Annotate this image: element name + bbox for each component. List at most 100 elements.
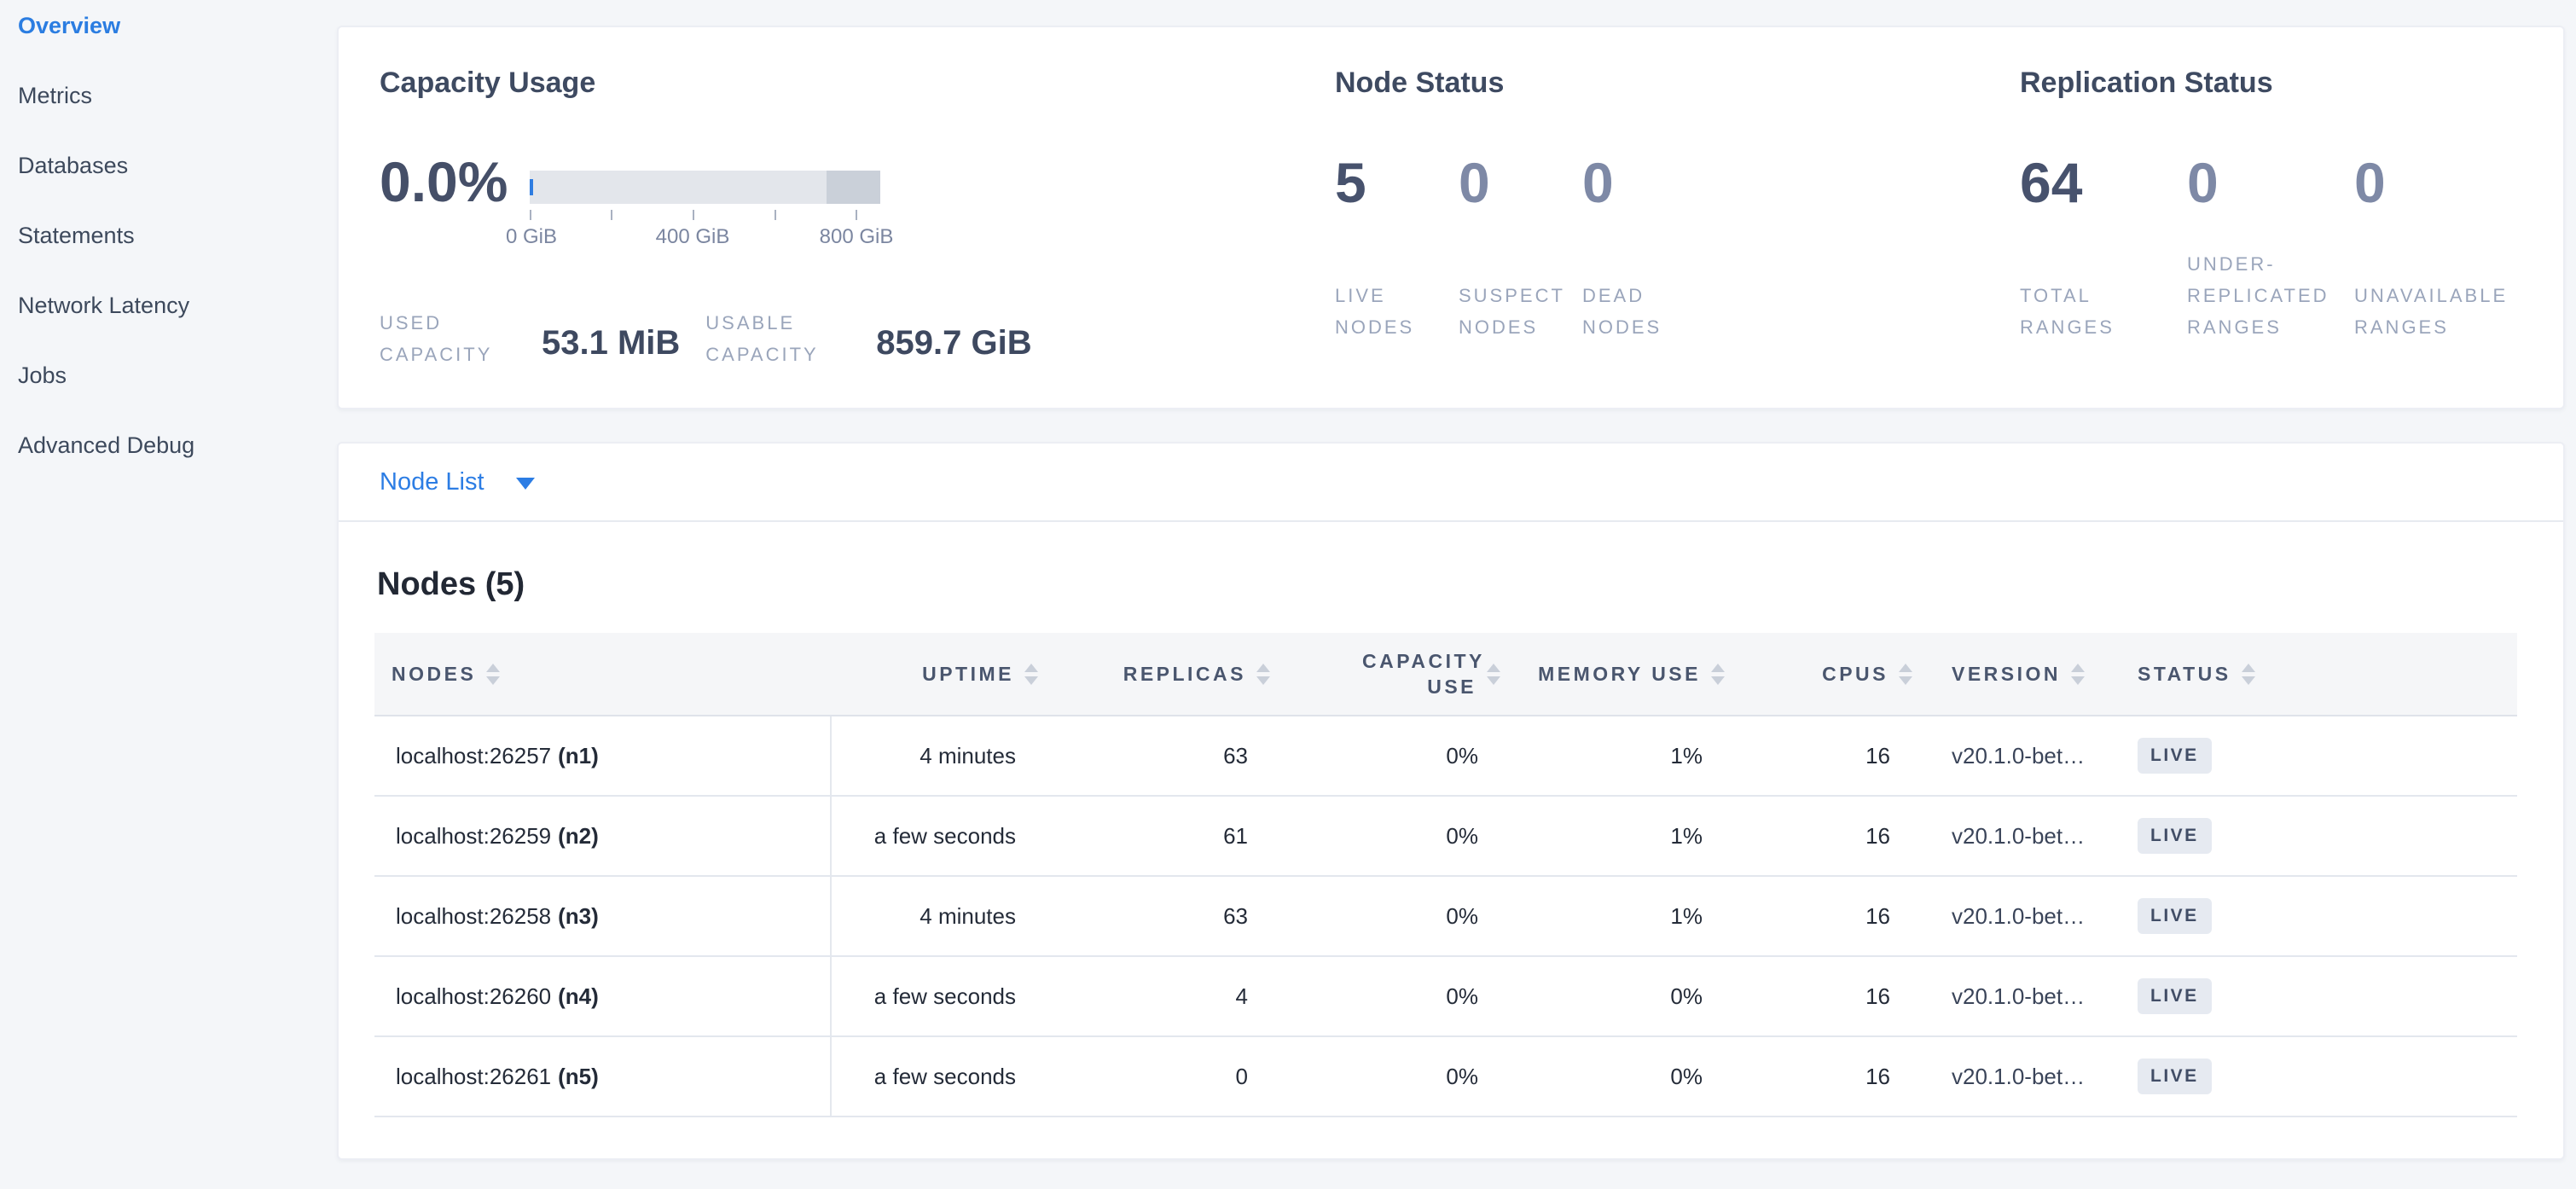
status-badge: LIVE <box>2138 1058 2212 1094</box>
sort-icon[interactable] <box>1899 663 1912 685</box>
capacity-used-percent: 0.0% <box>380 150 508 213</box>
version-value: v20.1.0-bet… <box>1952 983 2086 1009</box>
node-id: (n1) <box>558 742 599 768</box>
under-replicated-ranges-label: UNDER-REPLICATED RANGES <box>2187 253 2329 338</box>
sidebar-item-jobs[interactable]: Jobs <box>18 362 67 388</box>
sort-icon[interactable] <box>1024 663 1038 685</box>
cpus-value: 16 <box>1865 983 1890 1009</box>
column-header-label: REPLICAS <box>1123 663 1246 685</box>
suspect-nodes-stat: 0 SUSPECT NODES <box>1459 148 1582 343</box>
version-value: v20.1.0-bet… <box>1952 902 2086 929</box>
gauge-tick <box>856 210 857 220</box>
cpus-value: 16 <box>1865 1063 1890 1089</box>
uptime-value: a few seconds <box>873 983 1016 1009</box>
column-header-nodes[interactable]: NODES <box>374 633 832 715</box>
column-header-label: CAPACITY USE <box>1362 650 1485 698</box>
sidebar-item-statements[interactable]: Statements <box>18 222 135 248</box>
uptime-value: a few seconds <box>873 1063 1016 1089</box>
node-list-dropdown[interactable]: Node List <box>339 444 2563 522</box>
node-address-link[interactable]: localhost:26257 <box>396 742 552 768</box>
capacity-use-value: 0% <box>1446 742 1478 768</box>
gauge-tick-label: 800 GiB <box>819 225 894 248</box>
suspect-nodes-count: 0 <box>1459 151 1490 214</box>
column-header-label: NODES <box>392 663 477 685</box>
column-header-cpus[interactable]: CPUS <box>1733 633 1921 715</box>
column-header-label: MEMORY USE <box>1538 663 1701 685</box>
dead-nodes-stat: 0 DEAD NODES <box>1582 148 1706 343</box>
sort-icon[interactable] <box>2071 663 2086 685</box>
uptime-value: 4 minutes <box>920 742 1016 768</box>
table-row-node-5: localhost:26261 (n5) a few seconds 0 0% 0… <box>374 1037 2517 1117</box>
sort-icon[interactable] <box>1256 663 1270 685</box>
version-value: v20.1.0-bet… <box>1952 742 2086 768</box>
capacity-gauge-reserved-segment <box>827 171 880 204</box>
table-row-node-2: localhost:26259 (n2) a few seconds 61 0% … <box>374 797 2517 877</box>
capacity-gauge-bar <box>530 171 880 204</box>
memory-use-value: 0% <box>1670 983 1703 1009</box>
node-address-link[interactable]: localhost:26261 <box>396 1063 552 1089</box>
suspect-nodes-label: SUSPECT NODES <box>1459 285 1565 338</box>
nodes-table-header-row: NODES UPTIME REPLICAS CAPACITY USE MEMOR… <box>374 633 2517 716</box>
total-ranges-label: TOTAL RANGES <box>2020 285 2115 338</box>
unavailable-ranges-stat: 0 UNAVAILABLE RANGES <box>2354 148 2521 343</box>
replicas-value: 4 <box>1235 983 1248 1009</box>
column-header-memory-use[interactable]: MEMORY USE <box>1509 633 1733 715</box>
column-header-capacity-use[interactable]: CAPACITY USE <box>1279 633 1509 715</box>
node-id: (n3) <box>558 902 599 929</box>
sidebar-item-network-latency[interactable]: Network Latency <box>18 292 190 318</box>
table-row-node-3: localhost:26258 (n3) 4 minutes 63 0% 1% 1… <box>374 877 2517 957</box>
sort-icon[interactable] <box>1711 663 1725 685</box>
column-header-version[interactable]: VERSION <box>1921 633 2109 715</box>
replicas-value: 63 <box>1223 742 1248 768</box>
live-nodes-stat: 5 LIVE NODES <box>1335 148 1459 343</box>
node-id: (n5) <box>558 1063 599 1089</box>
cpus-value: 16 <box>1865 902 1890 929</box>
unavailable-ranges-count: 0 <box>2354 151 2386 214</box>
capacity-gauge-used-marker <box>530 179 533 195</box>
under-replicated-ranges-stat: 0 UNDER-REPLICATED RANGES <box>2187 148 2354 343</box>
replication-status-section: Replication Status 64 TOTAL RANGES 0 UND… <box>2020 65 2563 408</box>
node-address-link[interactable]: localhost:26259 <box>396 822 552 849</box>
status-badge: LIVE <box>2138 818 2212 854</box>
status-badge: LIVE <box>2138 978 2212 1014</box>
dead-nodes-label: DEAD NODES <box>1582 285 1662 338</box>
used-capacity-value: 53.1 MiB <box>542 324 681 362</box>
node-id: (n4) <box>558 983 599 1009</box>
node-list-dropdown-label[interactable]: Node List <box>380 467 484 496</box>
column-header-replicas[interactable]: REPLICAS <box>1047 633 1279 715</box>
node-address-link[interactable]: localhost:26260 <box>396 983 552 1009</box>
gauge-tick <box>775 210 776 220</box>
sidebar-item-overview[interactable]: Overview <box>18 12 121 38</box>
capacity-usage-title: Capacity Usage <box>380 67 596 99</box>
nodes-card: Node List Nodes (5) NODES UPTIME REPLICA… <box>337 442 2565 1160</box>
node-address-link[interactable]: localhost:26258 <box>396 902 552 929</box>
table-row-node-4: localhost:26260 (n4) a few seconds 4 0% 0… <box>374 957 2517 1037</box>
capacity-gauge: 0 GiB 400 GiB 800 GiB <box>506 171 893 251</box>
version-value: v20.1.0-bet… <box>1952 822 2086 849</box>
column-header-label: STATUS <box>2138 663 2231 685</box>
sort-icon[interactable] <box>486 663 501 685</box>
column-header-uptime[interactable]: UPTIME <box>832 633 1047 715</box>
node-status-title: Node Status <box>1335 67 1505 99</box>
memory-use-value: 0% <box>1670 1063 1703 1089</box>
capacity-use-value: 0% <box>1446 902 1478 929</box>
status-badge: LIVE <box>2138 898 2212 934</box>
sidebar-item-advanced-debug[interactable]: Advanced Debug <box>18 432 195 458</box>
gauge-tick-label: 400 GiB <box>655 225 730 248</box>
sort-icon[interactable] <box>2241 663 2255 685</box>
version-value: v20.1.0-bet… <box>1952 1063 2086 1089</box>
gauge-tick-label: 0 GiB <box>505 225 558 248</box>
sidebar-item-databases[interactable]: Databases <box>18 152 129 178</box>
total-ranges-stat: 64 TOTAL RANGES <box>2020 148 2187 343</box>
uptime-value: a few seconds <box>873 822 1016 849</box>
column-header-label: UPTIME <box>922 663 1014 685</box>
capacity-use-value: 0% <box>1446 983 1478 1009</box>
column-header-label: CPUS <box>1822 663 1888 685</box>
sidebar-item-metrics[interactable]: Metrics <box>18 82 92 108</box>
memory-use-value: 1% <box>1670 822 1703 849</box>
gauge-tick <box>530 210 531 220</box>
gauge-tick <box>611 210 612 220</box>
sort-icon[interactable] <box>1487 663 1500 685</box>
column-header-status[interactable]: STATUS <box>2109 633 2521 715</box>
used-capacity-label: USED CAPACITY <box>380 312 493 365</box>
